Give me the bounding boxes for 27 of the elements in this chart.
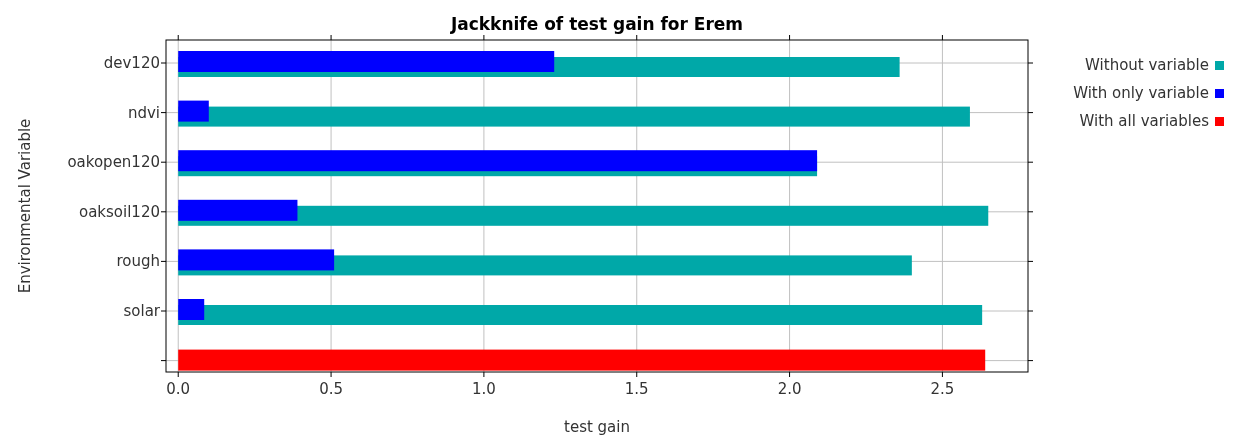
- x-tick-label: 1.0: [471, 380, 496, 398]
- bar: [178, 199, 298, 221]
- bar: [178, 349, 986, 371]
- y-tick-label: ndvi: [127, 103, 160, 122]
- bar: [178, 51, 555, 72]
- y-tick-label: oakopen120: [67, 153, 160, 172]
- y-tick-label: oaksoil120: [78, 202, 160, 221]
- x-tick-label: 1.5: [624, 380, 649, 398]
- x-tick-label: 2.5: [930, 380, 955, 398]
- bar: [178, 305, 983, 325]
- bar: [178, 150, 818, 172]
- legend-label: Without variable: [1085, 56, 1209, 74]
- x-axis-title: test gain: [564, 418, 630, 436]
- bar: [178, 106, 970, 127]
- x-tick-label: 2.0: [777, 380, 802, 398]
- x-tick-label: 0.5: [319, 380, 343, 398]
- x-tick-label: 0.0: [166, 380, 191, 398]
- bar: [178, 100, 209, 122]
- y-axis-title: Environmental Variable: [16, 118, 34, 294]
- y-tick-label: solar: [123, 302, 161, 320]
- chart-title: Jackknife of test gain for Erem: [449, 14, 744, 34]
- bar: [178, 299, 205, 320]
- legend-label: With only variable: [1073, 84, 1209, 102]
- y-tick-label: rough: [116, 252, 160, 271]
- legend-label: With all variables: [1079, 112, 1210, 130]
- bar: [178, 249, 335, 271]
- y-tick-label: dev120: [103, 54, 160, 72]
